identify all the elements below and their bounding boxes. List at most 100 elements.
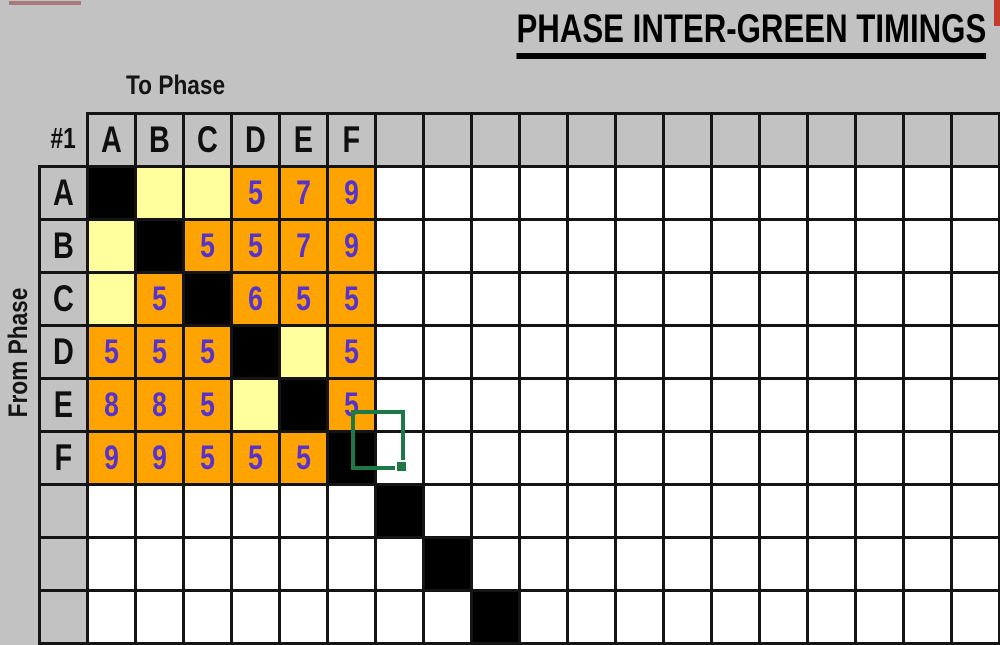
cell-empty[interactable] <box>424 591 472 644</box>
cell-F-A[interactable]: 9 <box>88 432 136 485</box>
cell-empty[interactable] <box>472 167 520 220</box>
cell-A-A[interactable] <box>88 167 136 220</box>
col-header-C[interactable]: C <box>184 114 232 167</box>
cell-empty[interactable] <box>952 591 1000 644</box>
cell-empty[interactable] <box>760 485 808 538</box>
cell-empty[interactable] <box>760 432 808 485</box>
cell-empty[interactable] <box>712 326 760 379</box>
col-header-E[interactable]: E <box>280 114 328 167</box>
cell-empty[interactable] <box>808 326 856 379</box>
cell-F-E[interactable]: 5 <box>280 432 328 485</box>
cell-empty[interactable] <box>520 432 568 485</box>
cell-empty[interactable] <box>88 485 136 538</box>
cell-B-F[interactable]: 9 <box>328 220 376 273</box>
cell-empty[interactable] <box>664 432 712 485</box>
cell-empty[interactable] <box>136 538 184 591</box>
col-header-empty[interactable] <box>424 114 472 167</box>
cell-empty[interactable] <box>712 485 760 538</box>
cell-empty[interactable] <box>712 220 760 273</box>
cell-empty[interactable] <box>952 432 1000 485</box>
cell-empty[interactable] <box>904 273 952 326</box>
cell-empty[interactable] <box>808 485 856 538</box>
cell-empty[interactable] <box>856 167 904 220</box>
cell-empty[interactable] <box>712 432 760 485</box>
cell-E-B[interactable]: 8 <box>136 379 184 432</box>
col-header-D[interactable]: D <box>232 114 280 167</box>
cell-empty[interactable] <box>760 273 808 326</box>
cell-empty[interactable] <box>616 485 664 538</box>
cell-F-B[interactable]: 9 <box>136 432 184 485</box>
cell-C-C[interactable] <box>184 273 232 326</box>
cell-empty[interactable] <box>520 273 568 326</box>
row-header-E[interactable]: E <box>40 379 88 432</box>
cell-empty[interactable] <box>328 538 376 591</box>
cell-empty[interactable] <box>136 485 184 538</box>
cell-empty[interactable] <box>616 538 664 591</box>
active-cell-selection[interactable] <box>351 410 405 470</box>
col-header-empty[interactable] <box>472 114 520 167</box>
cell-empty[interactable] <box>904 538 952 591</box>
cell-empty[interactable] <box>616 220 664 273</box>
cell-empty[interactable] <box>568 591 616 644</box>
cell-empty[interactable] <box>472 485 520 538</box>
cell-empty[interactable] <box>904 591 952 644</box>
cell-empty[interactable] <box>184 485 232 538</box>
col-header-empty[interactable] <box>952 114 1000 167</box>
cell-empty[interactable] <box>616 591 664 644</box>
cell-empty[interactable] <box>88 538 136 591</box>
cell-empty[interactable] <box>712 591 760 644</box>
cell-D-B[interactable]: 5 <box>136 326 184 379</box>
cell-empty[interactable] <box>472 273 520 326</box>
cell-A-D[interactable]: 5 <box>232 167 280 220</box>
cell-C-B[interactable]: 5 <box>136 273 184 326</box>
cell-empty[interactable] <box>904 432 952 485</box>
col-header-B[interactable]: B <box>136 114 184 167</box>
cell-empty[interactable] <box>664 591 712 644</box>
cell-empty[interactable] <box>424 273 472 326</box>
cell-empty[interactable] <box>232 538 280 591</box>
cell-empty[interactable] <box>760 326 808 379</box>
cell-empty[interactable] <box>280 591 328 644</box>
cell-empty[interactable] <box>856 485 904 538</box>
cell-empty[interactable] <box>712 538 760 591</box>
cell-E-A[interactable]: 8 <box>88 379 136 432</box>
col-header-empty[interactable] <box>760 114 808 167</box>
cell-empty[interactable] <box>280 485 328 538</box>
cell-empty[interactable] <box>376 220 424 273</box>
cell-empty[interactable] <box>664 326 712 379</box>
cell-D-A[interactable]: 5 <box>88 326 136 379</box>
cell-empty[interactable] <box>760 591 808 644</box>
cell-empty[interactable] <box>520 220 568 273</box>
cell-empty[interactable] <box>952 379 1000 432</box>
cell-empty[interactable] <box>232 485 280 538</box>
cell-empty[interactable] <box>472 326 520 379</box>
cell-empty[interactable] <box>376 591 424 644</box>
cell-empty[interactable] <box>856 432 904 485</box>
col-header-empty[interactable] <box>808 114 856 167</box>
cell-empty[interactable] <box>616 432 664 485</box>
cell-empty[interactable] <box>520 167 568 220</box>
cell-C-A[interactable] <box>88 273 136 326</box>
cell-empty[interactable] <box>760 220 808 273</box>
cell-empty[interactable] <box>664 538 712 591</box>
cell-empty[interactable] <box>760 538 808 591</box>
cell-empty[interactable] <box>328 485 376 538</box>
cell-empty[interactable] <box>760 167 808 220</box>
cell-D-E[interactable] <box>280 326 328 379</box>
cell-diagonal-empty[interactable] <box>376 485 424 538</box>
cell-C-D[interactable]: 6 <box>232 273 280 326</box>
cell-empty[interactable] <box>904 220 952 273</box>
cell-empty[interactable] <box>232 591 280 644</box>
corner-ref-label[interactable]: #1 <box>40 114 88 167</box>
cell-empty[interactable] <box>856 538 904 591</box>
cell-F-D[interactable]: 5 <box>232 432 280 485</box>
col-header-empty[interactable] <box>520 114 568 167</box>
cell-C-E[interactable]: 5 <box>280 273 328 326</box>
cell-empty[interactable] <box>664 167 712 220</box>
cell-C-F[interactable]: 5 <box>328 273 376 326</box>
col-header-empty[interactable] <box>904 114 952 167</box>
cell-empty[interactable] <box>328 591 376 644</box>
cell-empty[interactable] <box>616 273 664 326</box>
cell-empty[interactable] <box>520 379 568 432</box>
cell-empty[interactable] <box>520 485 568 538</box>
